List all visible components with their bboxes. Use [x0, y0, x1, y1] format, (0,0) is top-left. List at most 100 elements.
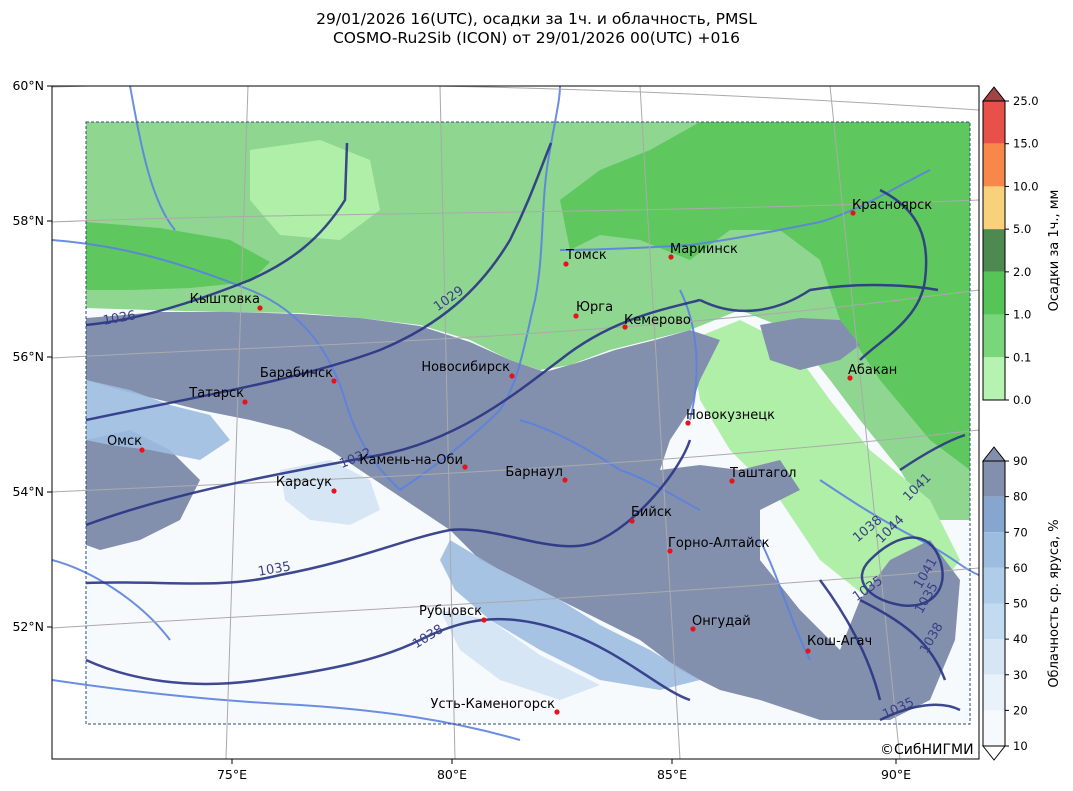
colorbar-title: Осадки за 1ч., мм — [1047, 190, 1062, 312]
city-marker — [509, 373, 515, 379]
colorbar-tick: 50 — [1013, 597, 1028, 611]
map-layers — [52, 86, 979, 759]
cloud-area-light-south — [440, 610, 600, 700]
colorbar-swatch — [983, 496, 1005, 533]
lon-label: 85°E — [657, 767, 687, 782]
plot-frame — [51, 85, 980, 760]
colorbar-swatch — [983, 639, 1005, 675]
colorbar-swatch — [983, 532, 1005, 568]
isobar-label: 1026 — [102, 308, 137, 329]
colorbar-extend-top — [981, 446, 1007, 462]
isobar-label: 1035 — [257, 559, 292, 580]
city-label: Онгудай — [692, 614, 751, 629]
city-marker — [622, 324, 628, 330]
title-line-2: COSMO-Ru2Sib (ICON) от 29/01/2026 00(UTC… — [332, 29, 741, 47]
colorbar-tick: 10 — [1013, 739, 1028, 753]
colorbar-swatch — [983, 314, 1005, 358]
colorbar-swatch — [983, 674, 1005, 711]
city-label: Камень-на-Оби — [359, 453, 463, 468]
cloud-area-dark-east — [760, 318, 860, 370]
city-label: Барабинск — [260, 366, 333, 381]
colorbar-extend-bottom — [981, 745, 1007, 761]
city-layer: Красноярск Томск Мариинск Кыштовка Юрга Кемер… — [107, 198, 932, 715]
colorbar-swatch — [983, 567, 1005, 604]
colorbar-extend-top — [981, 86, 1007, 102]
city-label: Рубцовск — [419, 604, 482, 619]
lon-label: 75°E — [217, 767, 247, 782]
colorbar-tick: 5.0 — [1013, 222, 1031, 236]
precip-area-mid-west — [86, 222, 270, 290]
city-marker — [331, 488, 337, 494]
city-label: Юрга — [576, 300, 613, 315]
precip-area-pale-east — [690, 320, 960, 600]
city-label: Новосибирск — [421, 360, 510, 375]
lon-label: 90°E — [881, 767, 911, 782]
city-marker — [331, 378, 337, 384]
colorbar-tick: 2.0 — [1013, 265, 1031, 279]
lat-label: 60°N — [12, 78, 44, 93]
city-marker — [139, 447, 145, 453]
city-marker — [667, 548, 673, 554]
colorbar-tick: 0.1 — [1013, 350, 1031, 364]
colorbar-tick: 70 — [1013, 525, 1028, 539]
colorbar-tick: 40 — [1013, 632, 1028, 646]
precip-colorbar: 25.0 15.0 10.0 5.0 2.0 1.0 0.1 0.0 Осадки за 1ч.… — [981, 86, 1062, 407]
city-marker — [481, 617, 487, 623]
city-label: Томск — [565, 248, 607, 263]
city-label: Карасук — [276, 475, 332, 490]
colorbar-swatch — [983, 101, 1005, 144]
latitude-labels: 60°N 58°N 56°N 54°N 52°N — [12, 78, 52, 634]
map-title: 29/01/2026 16(UTC), осадки за 1ч. и обла… — [0, 10, 1073, 48]
cloud-area-light-west — [280, 460, 380, 525]
colorbar-title: Облачность ср. яруса, % — [1047, 519, 1062, 687]
graticule — [52, 86, 979, 759]
city-marker — [805, 648, 811, 654]
cloud-area-dark-west — [86, 430, 200, 550]
colorbar-swatch — [983, 357, 1005, 400]
colorbar-tick: 90 — [1013, 454, 1028, 468]
city-marker — [685, 420, 691, 426]
city-label: Бийск — [631, 505, 672, 520]
copyright: ©СибНИГМИ — [880, 742, 974, 758]
cloud-area-mid-west — [86, 380, 230, 460]
city-label: Абакан — [848, 363, 897, 378]
city-label: Красноярск — [852, 198, 932, 213]
lat-label: 58°N — [12, 213, 44, 228]
city-marker — [668, 254, 674, 260]
colorbar-tick: 30 — [1013, 668, 1028, 682]
lat-label: 52°N — [12, 619, 44, 634]
domain-border — [85, 121, 971, 725]
colorbar-tick: 1.0 — [1013, 308, 1031, 322]
city-marker — [629, 518, 635, 524]
colorbar-tick: 60 — [1013, 561, 1028, 575]
colorbar-tick: 15.0 — [1013, 137, 1039, 151]
city-marker — [257, 305, 263, 311]
colorbar-tick: 25.0 — [1013, 94, 1039, 108]
city-label: Кыштовка — [190, 292, 260, 307]
city-marker — [847, 375, 853, 381]
cloud-area-mid — [440, 540, 700, 690]
city-label: Новокузнецк — [686, 408, 775, 423]
lat-label: 54°N — [12, 484, 44, 499]
colorbar-swatch — [983, 143, 1005, 187]
colorbar-swatch — [983, 229, 1005, 272]
cloud-area-dark — [86, 312, 960, 720]
city-marker — [573, 313, 579, 319]
city-label: Таштагол — [729, 466, 796, 481]
city-label: Мариинск — [670, 242, 738, 257]
colorbar-tick: 0.0 — [1013, 393, 1031, 407]
city-marker — [690, 626, 696, 632]
city-marker — [563, 261, 569, 267]
lon-label: 80°E — [437, 767, 467, 782]
city-marker — [729, 478, 735, 484]
city-marker — [562, 477, 568, 483]
city-label: Усть-Каменогорск — [431, 697, 556, 712]
city-label: Омск — [107, 434, 142, 449]
city-label: Кемерово — [624, 313, 691, 328]
city-label: Кош-Агач — [807, 634, 872, 649]
city-label: Барнаул — [505, 465, 563, 480]
lat-label: 56°N — [12, 349, 44, 364]
colorbar-swatch — [983, 271, 1005, 315]
city-label: Татарск — [188, 386, 244, 401]
